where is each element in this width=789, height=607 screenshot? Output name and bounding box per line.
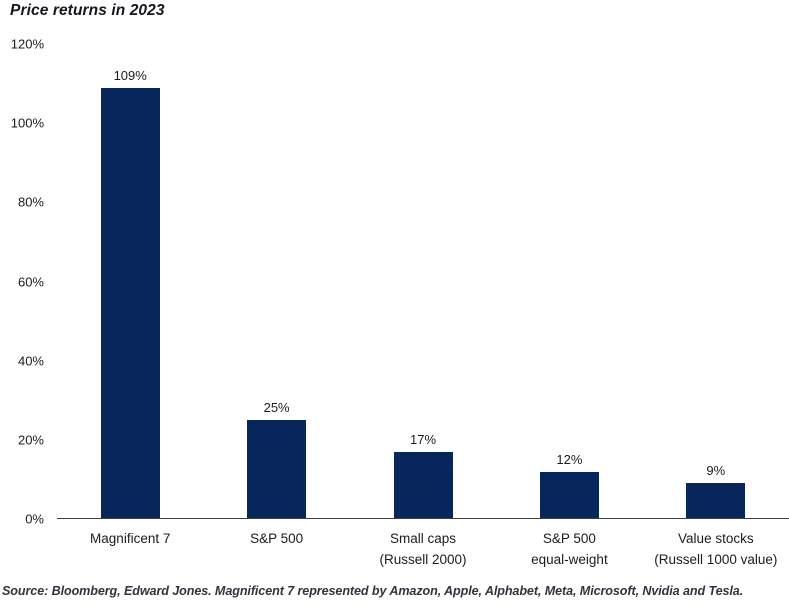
source-note: Source: Bloomberg, Edward Jones. Magnifi… xyxy=(2,584,744,598)
bar-value-label: 17% xyxy=(410,431,437,447)
bar-column: 17% xyxy=(350,44,496,519)
x-axis-label: S&P 500 equal-weight xyxy=(531,531,608,567)
bar xyxy=(539,471,599,519)
y-axis-label: 120% xyxy=(10,36,44,52)
x-axis-line xyxy=(57,518,789,519)
page-title: Price returns in 2023 xyxy=(10,2,165,19)
x-axis-label: Small caps (Russell 2000) xyxy=(379,531,467,567)
y-axis-label: 100% xyxy=(10,115,44,131)
y-axis-label: 0% xyxy=(25,511,44,527)
bar-column: 109% xyxy=(57,44,203,519)
bar-value-label: 109% xyxy=(113,67,147,83)
y-axis-label: 60% xyxy=(17,274,44,289)
bar-value-label: 25% xyxy=(263,400,290,416)
bar xyxy=(393,451,453,519)
x-axis-label: Value stocks (Russell 1000 value) xyxy=(654,531,778,567)
bar-column: 9% xyxy=(643,44,789,519)
bar-value-label: 9% xyxy=(706,463,726,479)
bar-column: 25% xyxy=(203,44,349,519)
y-axis-label: 40% xyxy=(17,353,44,369)
bar xyxy=(686,483,746,519)
x-axis-label: Magnificent 7 xyxy=(90,531,171,546)
bar-column: 12% xyxy=(496,44,642,519)
plot-area: 109% 25% 17% 12% 9% xyxy=(57,44,789,519)
bar xyxy=(100,87,160,519)
bars-row: 109% 25% 17% 12% 9% xyxy=(57,44,789,519)
bar-value-label: 12% xyxy=(556,451,583,467)
bar xyxy=(247,420,307,519)
y-axis: 0% 20% 40% 60% 80% 100% 120% xyxy=(0,37,44,527)
x-axis-label: S&P 500 xyxy=(250,531,304,546)
x-axis-labels: Magnificent 7 S&P 500 Small caps (Russell 2… xyxy=(57,528,789,570)
y-axis-label: 20% xyxy=(17,432,44,448)
y-axis-label: 80% xyxy=(17,194,44,210)
